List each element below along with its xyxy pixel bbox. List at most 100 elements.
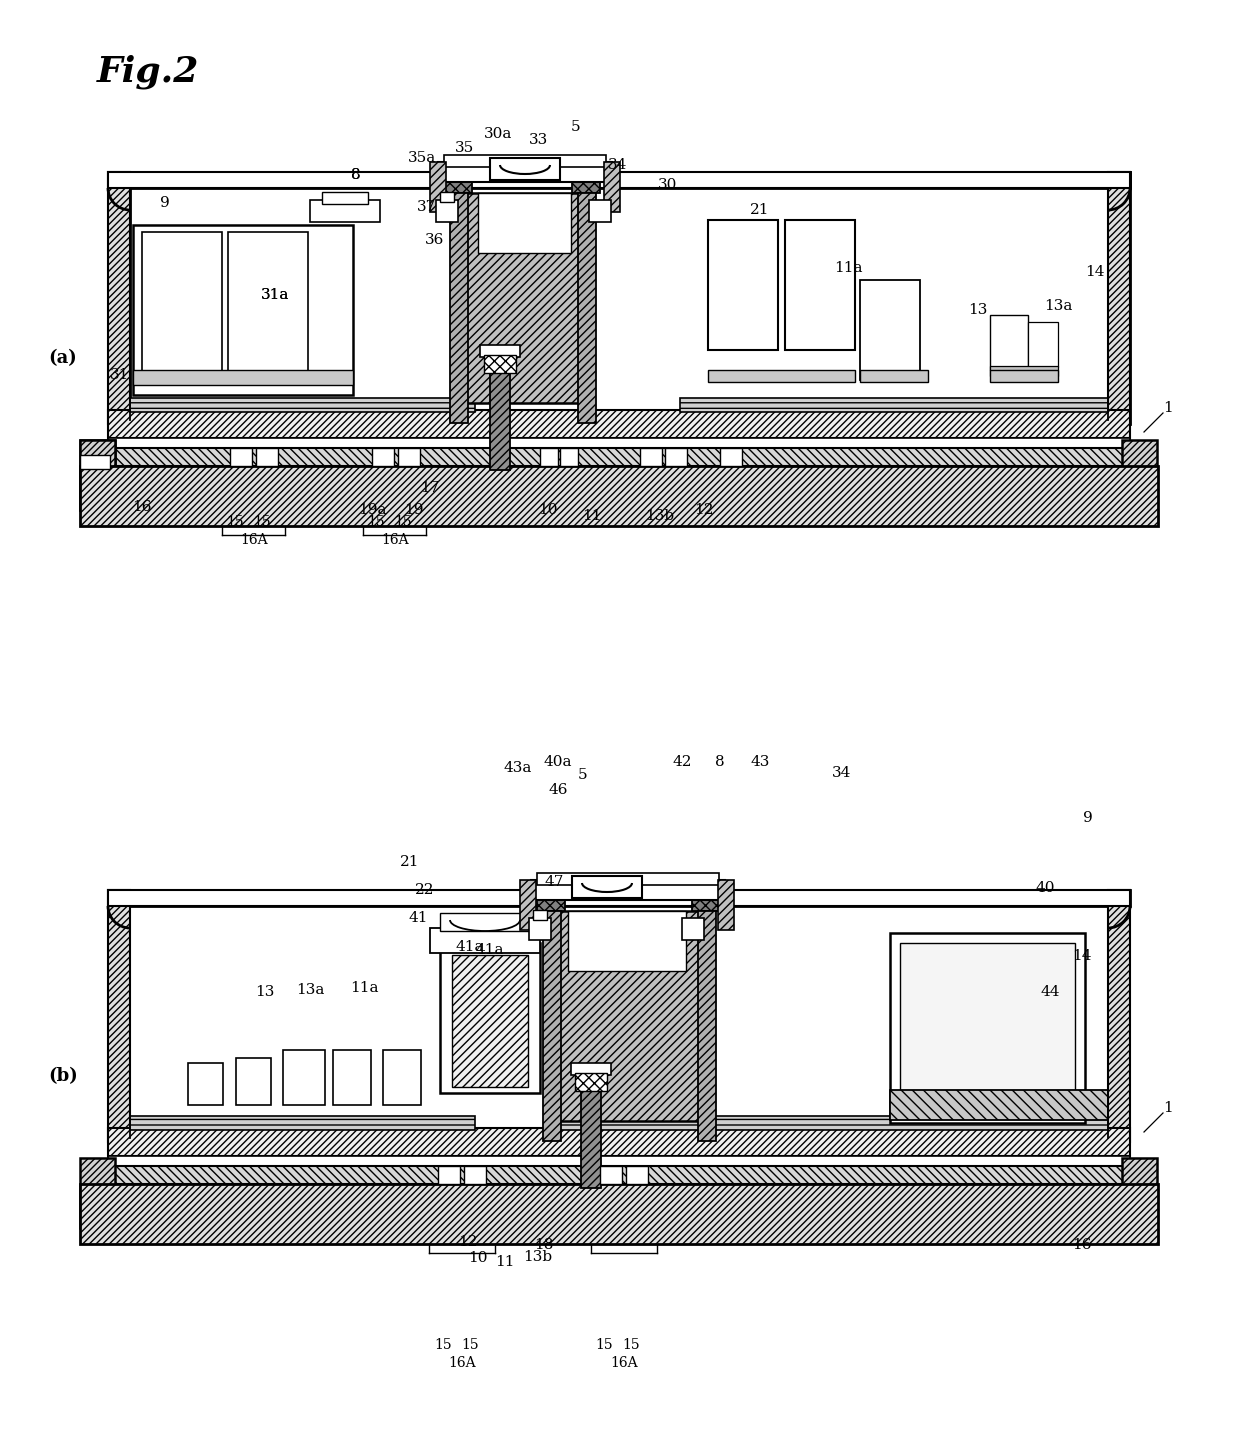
Bar xyxy=(692,884,720,911)
Text: 14: 14 xyxy=(1085,266,1105,279)
Text: 8: 8 xyxy=(715,755,725,769)
Bar xyxy=(453,955,528,1087)
Bar xyxy=(108,889,1130,905)
Bar xyxy=(861,280,920,380)
Bar xyxy=(484,355,516,373)
Text: 47: 47 xyxy=(544,875,564,889)
Bar xyxy=(372,448,394,466)
Bar xyxy=(529,918,551,940)
Bar xyxy=(572,876,642,898)
Bar xyxy=(533,910,547,920)
Text: 21: 21 xyxy=(401,855,420,869)
Text: 13: 13 xyxy=(968,303,988,316)
Bar xyxy=(436,200,458,222)
Text: 19a: 19a xyxy=(358,503,386,517)
Text: 15: 15 xyxy=(461,1338,479,1352)
Bar xyxy=(1122,1158,1157,1228)
Bar xyxy=(1122,440,1157,509)
Text: 12: 12 xyxy=(694,503,714,517)
Bar xyxy=(708,370,856,382)
Bar xyxy=(334,1051,371,1106)
Text: 16A: 16A xyxy=(241,533,268,547)
Bar xyxy=(640,448,662,466)
Bar xyxy=(398,448,420,466)
Bar xyxy=(890,1090,1109,1120)
Bar xyxy=(560,448,578,466)
Bar xyxy=(708,221,777,350)
Bar xyxy=(520,879,536,930)
Text: 13a: 13a xyxy=(1044,299,1073,313)
Text: 15: 15 xyxy=(226,515,244,530)
Bar xyxy=(440,913,529,932)
Text: 31a: 31a xyxy=(260,287,289,302)
Bar xyxy=(81,440,115,509)
Bar xyxy=(460,193,590,403)
Text: 1: 1 xyxy=(1163,1101,1173,1114)
Bar xyxy=(490,350,510,470)
Bar xyxy=(383,1051,422,1106)
Bar xyxy=(1109,889,1130,1142)
Text: 43: 43 xyxy=(750,755,770,769)
Text: 15: 15 xyxy=(394,515,412,530)
Text: 41a: 41a xyxy=(456,940,485,953)
Bar xyxy=(143,232,222,371)
Text: 10: 10 xyxy=(469,1251,487,1265)
Bar xyxy=(108,173,130,424)
Bar xyxy=(108,1167,1130,1184)
Bar xyxy=(188,1064,223,1106)
Bar xyxy=(626,1167,649,1184)
Text: (a): (a) xyxy=(48,350,77,367)
Bar xyxy=(568,911,686,971)
Bar xyxy=(81,1184,1158,1244)
Text: 11a: 11a xyxy=(833,261,862,276)
Text: 30: 30 xyxy=(658,178,678,192)
Bar xyxy=(322,192,368,205)
Bar xyxy=(130,1116,475,1130)
Bar xyxy=(108,1156,1130,1167)
Text: 1: 1 xyxy=(1163,400,1173,415)
Bar xyxy=(480,345,520,357)
Bar xyxy=(81,466,1158,527)
Text: 15: 15 xyxy=(595,1338,613,1352)
Bar xyxy=(108,411,1130,438)
Bar xyxy=(430,163,446,212)
Bar xyxy=(440,192,454,202)
Bar xyxy=(444,155,606,167)
Bar xyxy=(553,911,701,1122)
Bar xyxy=(450,193,467,424)
Text: 15: 15 xyxy=(622,1338,640,1352)
Text: 31a: 31a xyxy=(260,287,289,302)
Bar xyxy=(531,879,725,900)
Bar xyxy=(720,448,742,466)
Text: 15: 15 xyxy=(434,1338,451,1352)
Text: 13a: 13a xyxy=(296,982,324,997)
Text: 34: 34 xyxy=(832,766,852,781)
Bar xyxy=(578,193,596,424)
Bar xyxy=(680,398,1109,412)
Text: 9: 9 xyxy=(1083,811,1092,826)
Bar xyxy=(108,1127,1130,1156)
Bar xyxy=(81,456,110,469)
Text: 16A: 16A xyxy=(610,1357,637,1370)
Bar xyxy=(900,943,1075,1113)
Text: 41: 41 xyxy=(408,911,428,924)
Text: 12: 12 xyxy=(459,1235,477,1249)
Bar xyxy=(665,448,687,466)
Text: 8: 8 xyxy=(351,168,361,181)
Text: 37: 37 xyxy=(417,200,435,213)
Bar xyxy=(600,1167,622,1184)
Bar xyxy=(785,221,856,350)
Text: 9: 9 xyxy=(160,196,170,210)
Text: 33: 33 xyxy=(528,133,548,147)
Text: 40a: 40a xyxy=(544,755,572,769)
Bar xyxy=(310,200,379,222)
Bar xyxy=(108,173,130,424)
Text: 13: 13 xyxy=(255,985,275,998)
Text: 35a: 35a xyxy=(408,151,436,165)
Bar xyxy=(81,1158,115,1228)
Text: 22: 22 xyxy=(415,884,435,897)
Bar xyxy=(108,173,1130,189)
Bar xyxy=(1109,173,1130,424)
Bar xyxy=(283,1051,325,1106)
Text: 40: 40 xyxy=(1035,881,1055,895)
